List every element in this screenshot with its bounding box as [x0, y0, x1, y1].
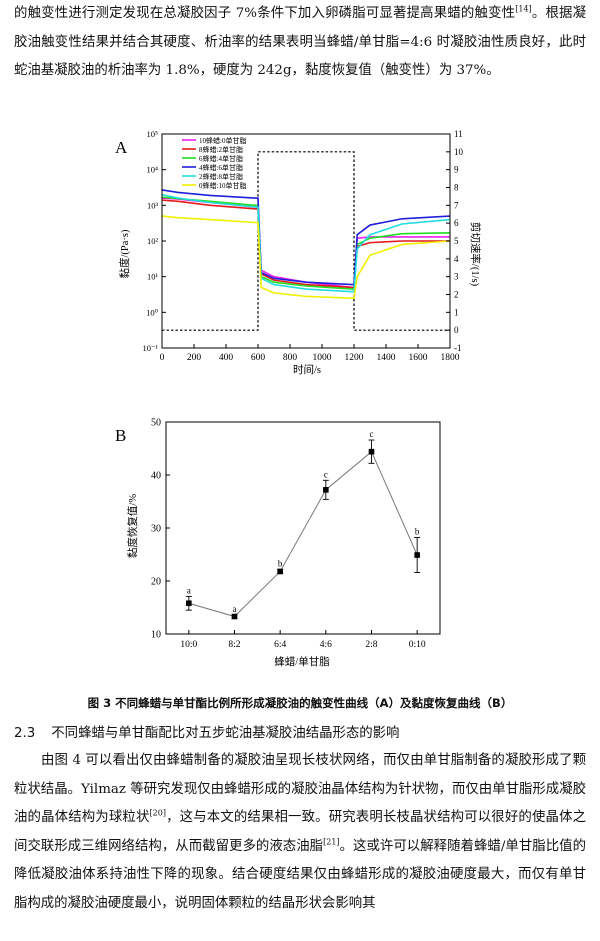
figure-a-y2tick-label: 9 [454, 165, 459, 175]
figure-a-y2tick-label: 2 [454, 290, 459, 300]
figure-b-data-point [368, 448, 375, 455]
figure-a-xtick-label: 0 [160, 353, 165, 363]
figure-b-data-point [186, 600, 192, 607]
citation-14: [14] [515, 4, 532, 14]
figure-a-xtick-label: 1400 [377, 353, 396, 363]
figure-b-ytick-label: 20 [151, 577, 161, 588]
figure-b-significance-letter: c [324, 469, 328, 479]
figure-b-data-point [231, 613, 238, 620]
figure-b-ylabel: 黏度恢复值/% [126, 494, 139, 558]
figure-b-xtick-label: 4:6 [320, 640, 332, 650]
figure-a-series-line-4 [161, 193, 451, 293]
panel-label-a: A [115, 138, 128, 157]
figure-a-xtick-label: 200 [187, 353, 202, 363]
paragraph-2-part2: ，这与本文的结果相一致。研究表明长枝晶状结构可以很好的使晶体之间交联形成三维网络… [14, 810, 587, 854]
figure-caption: 图 3 不同蜂蜡与单甘酯比例所形成凝胶油的触变性曲线（A）及黏度恢复曲线（B） [87, 696, 513, 710]
figure-a-ylabel: 黏度/(Pa·s) [118, 229, 131, 278]
figure-a-y2tick-label: 5 [454, 236, 459, 246]
figure-a-y2tick-label: -1 [454, 343, 462, 353]
figure-a-ytick-label: 10¹ [147, 272, 159, 282]
paragraph-2-part1: 由图 4 可以看出仅由蜂蜡制备的凝胶油呈现长枝状网络，而仅由单甘脂制备的凝胶形成… [14, 753, 586, 825]
figure-b-xtick-label: 8:2 [228, 640, 240, 650]
figure-a-y2tick-label: 10 [454, 147, 464, 157]
figure-a-y2tick-label: 0 [454, 325, 459, 335]
figure-b-xtick-label: 6:4 [274, 640, 286, 650]
figure-a-y2tick-label: 6 [454, 218, 459, 228]
figure-b-plot-frame [165, 421, 441, 635]
figure-b-xtick-label: 2:8 [365, 640, 377, 650]
figure-a-ytick-label: 10² [147, 236, 159, 246]
figure-b-data-point [323, 487, 329, 493]
figure-a-xtick-label: 400 [219, 353, 234, 363]
section-number: 2.3 [14, 726, 36, 741]
figure-a-legend-entry: 6蜂蜡:4单甘脂 [199, 154, 243, 163]
figure-b-ytick-label: 10 [151, 630, 161, 641]
figure-b-ytick-label: 40 [151, 471, 161, 482]
figure-a-xtick-label: 1000 [313, 353, 332, 363]
figure-a-y2tick-label: 1 [454, 307, 459, 317]
figure-a-legend-entry: 2蜂蜡:8单甘脂 [199, 172, 243, 181]
citation-21: [21] [323, 837, 340, 847]
figure-a-ytick-label: 10⁻¹ [142, 343, 158, 353]
paragraph-1-text-after: 。根据凝胶油触变性结果并结合其硬度、析油率的结果表明当蜂蜡/单甘脂=4:6 时凝… [14, 6, 586, 78]
citation-20: [20] [149, 808, 166, 818]
section-heading: 2.3 不同蜂蜡与单甘酯配比对五步蛇油基凝胶油结晶形态的影响 [14, 721, 399, 741]
paragraph-2: 由图 4 可以看出仅由蜂蜡制备的凝胶油呈现长枝状网络，而仅由单甘脂制备的凝胶形成… [14, 747, 586, 918]
figure-a-ytick-label: 10⁴ [147, 165, 159, 175]
figure-a-series-line-1 [161, 199, 450, 289]
figure-a-xtick-label: 600 [251, 353, 266, 363]
figure-a-legend-entry: 0蜂蜡:10单甘脂 [199, 181, 246, 190]
paragraph-1-text: 的触变性进行测定发现在总凝胶因子 7%条件下加入卵磷脂可显著提高果蜡的触变性 [14, 6, 516, 21]
figure-a-xtick-label: 1600 [409, 353, 428, 363]
figure-a-series-line-0 [161, 197, 450, 289]
figure-a-y2tick-label: 11 [454, 129, 463, 139]
paragraph-1: 的触变性进行测定发现在总凝胶因子 7%条件下加入卵磷脂可显著提高果蜡的触变性[1… [14, 0, 586, 86]
figure-a-y2tick-label: 8 [454, 183, 459, 193]
figure-b-data-point [277, 568, 283, 575]
figure-b-significance-letter: c [370, 429, 374, 439]
figure-a-series-line-2 [161, 196, 451, 290]
figure-b-significance-letter: b [278, 558, 283, 568]
figure-a-series-line-5 [161, 215, 451, 299]
figure-b-series-line [188, 450, 418, 618]
figure-a-shear-rate-line [162, 151, 450, 331]
figure-a-legend-entry: 10蜂蜡:0单甘脂 [199, 136, 246, 145]
figure-a-y2tick-label: 7 [454, 200, 459, 210]
figure-a-xlabel: 时间/s [293, 363, 321, 376]
figure-a-xtick-label: 1800 [441, 353, 460, 363]
section-title: 不同蜂蜡与单甘酯配比对五步蛇油基凝胶油结晶形态的影响 [51, 726, 400, 741]
figure-b-significance-letter: a [233, 604, 237, 614]
figure-a-legend-entry: 4蜂蜡:6单甘脂 [199, 163, 243, 172]
figure-a-ytick-label: 10⁵ [147, 129, 159, 139]
figure-b-data-point [414, 552, 420, 558]
figure-a-legend-entry: 8蜂蜡:2单甘脂 [199, 145, 243, 154]
figure-a-thixotropy-chart: 0 200 400 600 800 1000 1200 1400 1600 1800 10⁻¹ 10⁰… [115, 129, 482, 376]
figure-a-ytick-label: 10⁰ [146, 307, 159, 317]
figure-b-ytick-label: 50 [151, 418, 161, 429]
figure-b-xlabel: 蜂蜡/单甘脂 [274, 655, 330, 668]
figure-a-y2label: 剪切速率/(1/s) [469, 222, 482, 287]
figure-a-y2tick-label: 3 [454, 272, 459, 282]
figure-a-series-line-3 [161, 189, 451, 286]
figure-b-significance-letter: b [415, 527, 420, 537]
figure-a-xtick-label: 800 [283, 353, 298, 363]
figure-a-xtick-label: 1200 [345, 353, 364, 363]
figure-b-xtick-label: 10:0 [180, 640, 197, 650]
figure-b-ytick-label: 30 [151, 524, 161, 535]
figure-a-y2tick-label: 4 [454, 254, 459, 264]
figure-b-xtick-label: 0:10 [409, 640, 426, 650]
figure-a-ytick-label: 10³ [147, 200, 159, 210]
panel-label-b: B [115, 426, 126, 445]
figure-b-significance-letter: a [187, 585, 191, 595]
paragraph-2-part3: 。这或许可以解释随着蜂蜡/单甘脂比值的降低凝胶油体系持油性下降的现象。结合硬度结… [14, 838, 586, 911]
